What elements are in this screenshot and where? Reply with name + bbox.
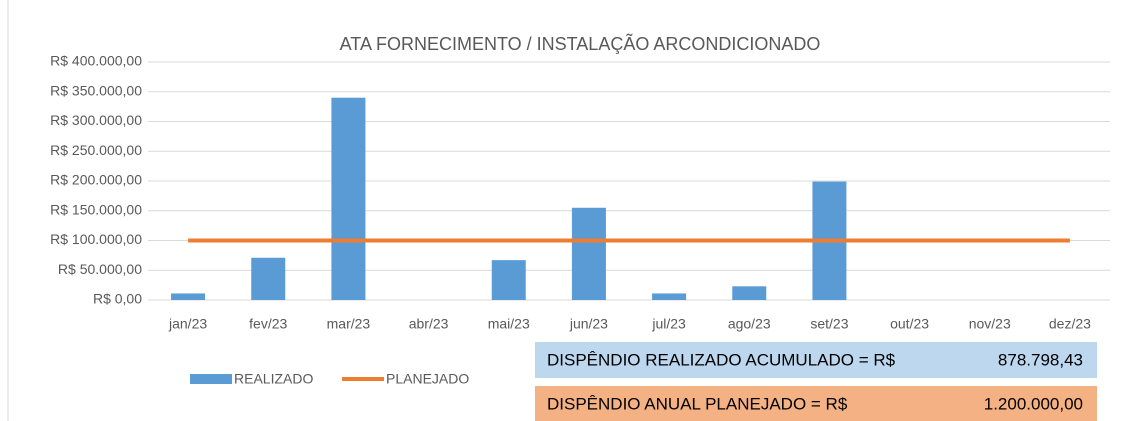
summary-box [535,386,1097,421]
x-tick-label: nov/23 [969,316,1011,332]
x-tick-label: ago/23 [728,316,771,332]
x-tick-label: set/23 [810,316,848,332]
bar [571,207,606,300]
y-tick-label: R$ 350.000,00 [50,82,142,98]
chart-title: ATA FORNECIMENTO / INSTALAÇÃO ARCONDICIO… [340,33,821,54]
x-tick-label: jan/23 [168,316,207,332]
summary-text: DISPÊNDIO REALIZADO ACUMULADO = R$ [547,350,896,369]
y-tick-label: R$ 400.000,00 [50,53,142,69]
summary-amount: 878.798,43 [998,350,1083,369]
x-tick-label: jun/23 [569,316,608,332]
y-tick-label: R$ 50.000,00 [58,261,142,277]
summary-amount: 1.200.000,00 [984,394,1083,413]
summary-text: DISPÊNDIO ANUAL PLANEJADO = R$ [547,394,848,413]
legend-label: REALIZADO [234,371,313,387]
y-tick-label: R$ 250.000,00 [50,142,142,158]
bar [652,293,687,300]
x-tick-label: out/23 [890,316,929,332]
x-tick-label: fev/23 [249,316,287,332]
summary-box [535,342,1097,378]
bar [331,97,366,300]
x-tick-label: jul/23 [651,316,686,332]
bar [171,293,206,300]
bar [732,286,767,300]
y-tick-label: R$ 150.000,00 [50,201,142,217]
x-tick-label: mai/23 [488,316,530,332]
x-tick-label: dez/23 [1049,316,1091,332]
bar [491,260,526,300]
legend-swatch [190,374,232,384]
bar [251,257,286,300]
y-tick-label: R$ 100.000,00 [50,231,142,247]
legend-label: PLANEJADO [386,371,469,387]
y-tick-label: R$ 300.000,00 [50,112,142,128]
y-tick-label: R$ 200.000,00 [50,172,142,188]
y-tick-label: R$ 0,00 [93,291,142,307]
x-tick-label: abr/23 [409,316,449,332]
x-tick-label: mar/23 [327,316,371,332]
